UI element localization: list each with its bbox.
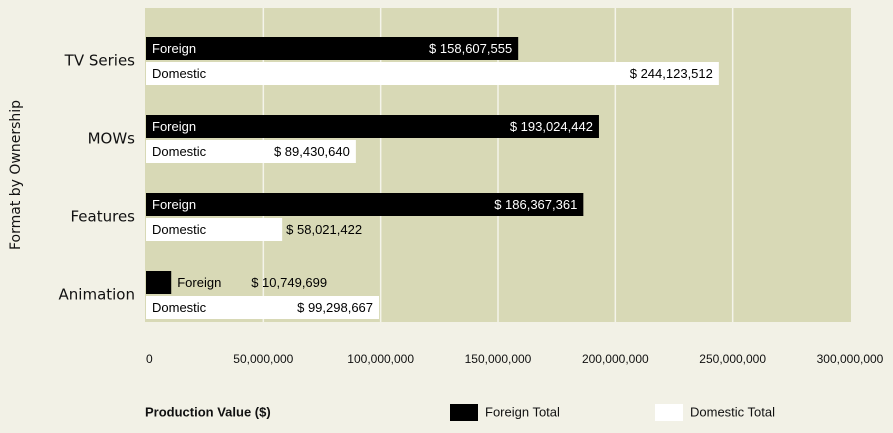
bar-name-label: Domestic [152, 222, 207, 237]
bar [146, 271, 172, 294]
bar [146, 115, 599, 138]
x-axis-label: Production Value ($) [145, 404, 271, 419]
x-tick-label: 300,000,000 [817, 352, 884, 366]
x-tick-label: 0 [146, 352, 153, 366]
x-tick-label: 100,000,000 [347, 352, 414, 366]
bar-name-label: Foreign [152, 41, 196, 56]
bar-name-label: Foreign [177, 275, 221, 290]
bar [146, 193, 584, 216]
bar [146, 296, 380, 319]
bar-name-label: Foreign [152, 197, 196, 212]
category-label: Animation [59, 286, 135, 304]
value-label: $ 158,607,555 [429, 41, 512, 56]
bar [146, 218, 283, 241]
value-label: $ 244,123,512 [630, 66, 713, 81]
bar-name-label: Domestic [152, 66, 207, 81]
legend-swatch [655, 404, 683, 421]
x-tick-label: 250,000,000 [699, 352, 766, 366]
x-tick-label: 50,000,000 [233, 352, 293, 366]
x-tick-label: 150,000,000 [465, 352, 532, 366]
bar-name-label: Domestic [152, 300, 207, 315]
category-label: MOWs [88, 130, 136, 148]
bar [146, 62, 719, 85]
category-label: TV Series [64, 52, 136, 70]
legend-label: Domestic Total [690, 404, 775, 419]
y-axis-label: Format by Ownership [8, 100, 24, 250]
value-label: $ 186,367,361 [494, 197, 577, 212]
legend-label: Foreign Total [485, 404, 560, 419]
bar [146, 37, 519, 60]
value-label: $ 89,430,640 [274, 144, 350, 159]
value-label: $ 58,021,422 [286, 222, 362, 237]
bar-name-label: Foreign [152, 119, 196, 134]
category-label: Features [71, 208, 136, 226]
x-tick-label: 200,000,000 [582, 352, 649, 366]
legend-swatch [450, 404, 478, 421]
value-label: $ 10,749,699 [251, 275, 327, 290]
value-label: $ 193,024,442 [510, 119, 593, 134]
bar-name-label: Domestic [152, 144, 207, 159]
bar [146, 140, 356, 163]
value-label: $ 99,298,667 [297, 300, 373, 315]
